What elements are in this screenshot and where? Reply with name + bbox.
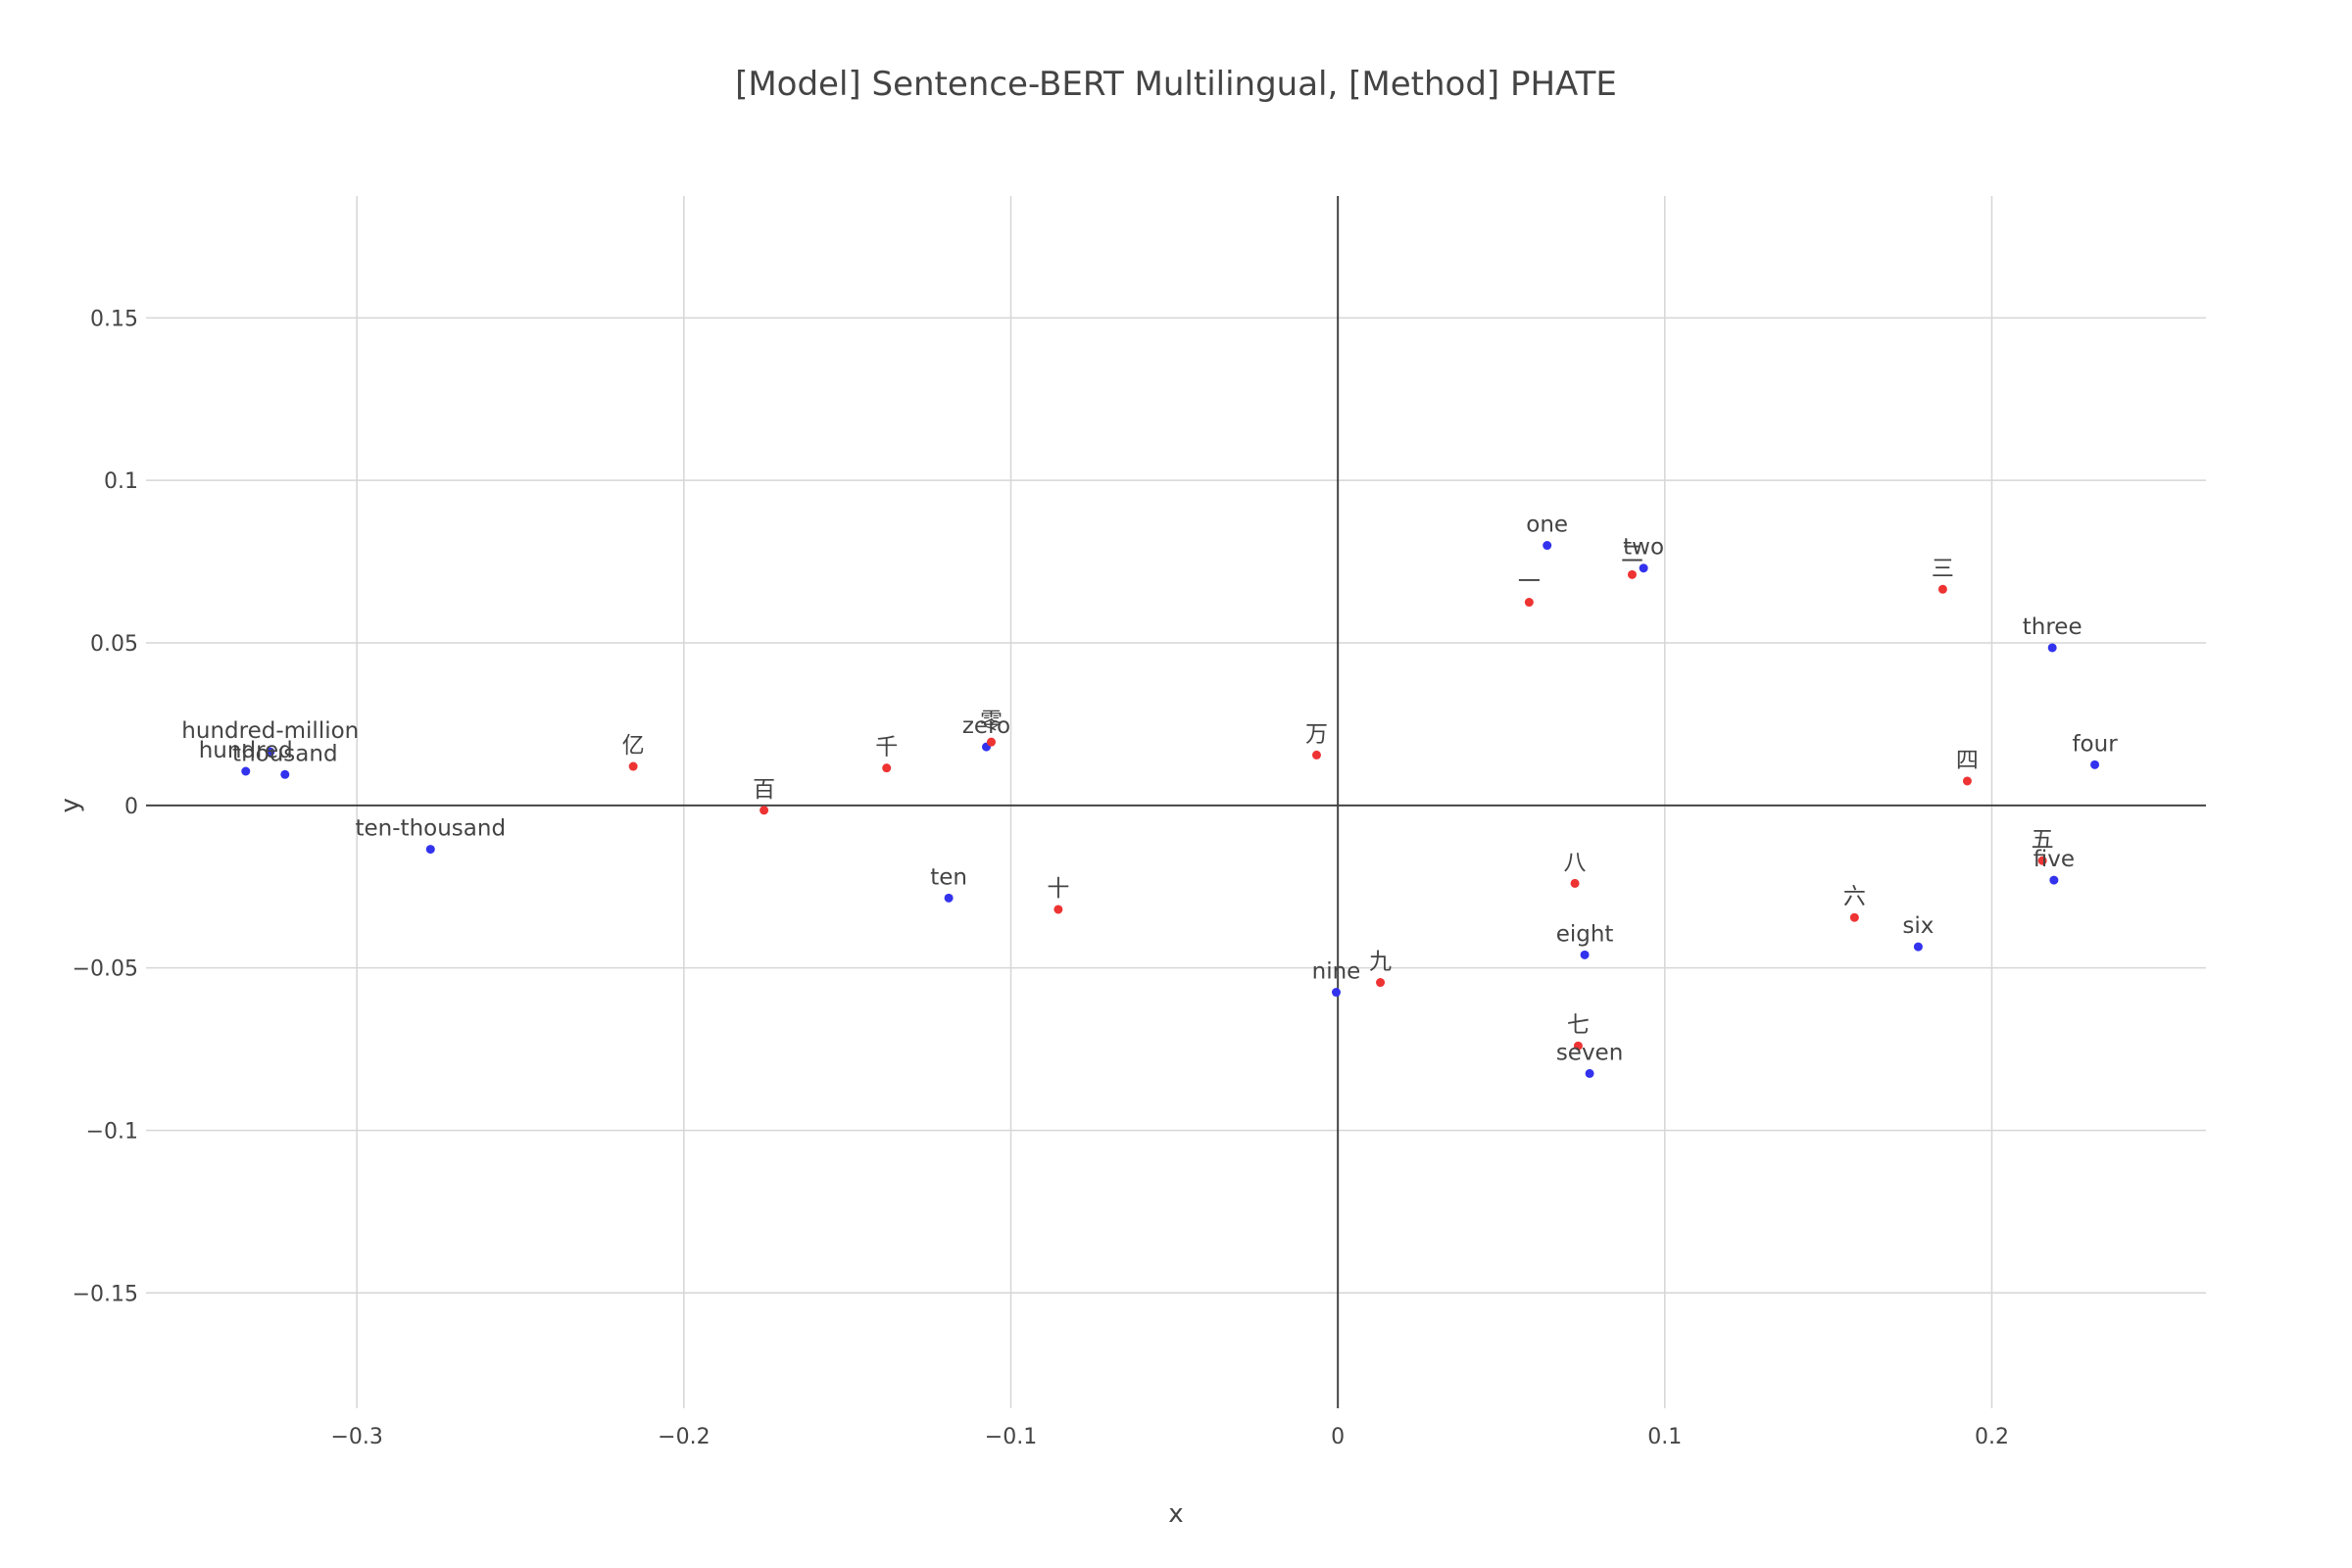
data-point xyxy=(1585,1068,1594,1078)
data-label: 十 xyxy=(1047,876,1069,902)
data-point xyxy=(1627,569,1637,579)
grid xyxy=(146,196,2206,1408)
data-point xyxy=(760,806,769,815)
data-point xyxy=(2037,856,2047,865)
data-point xyxy=(1331,988,1341,998)
data-label: six xyxy=(1902,913,1934,939)
data-label: two xyxy=(1623,535,1664,561)
tick-labels: −0.3 −0.2 −0.1 0 0.1 0.2 −0.15 −0.1 −0.05 0 0.05 0.… xyxy=(73,307,2009,1449)
data-point xyxy=(1937,584,1947,594)
y-tick-label: 0.15 xyxy=(90,307,138,331)
data-point xyxy=(1570,878,1580,888)
data-point xyxy=(986,737,996,747)
y-tick-label: −0.15 xyxy=(73,1282,138,1306)
data-label: three xyxy=(2023,614,2082,640)
data-point xyxy=(1376,978,1386,988)
data-point xyxy=(2047,643,2057,653)
y-tick-label: 0 xyxy=(124,795,138,819)
x-tick-label: 0.2 xyxy=(1975,1425,2009,1449)
data-label: 九 xyxy=(1369,950,1392,975)
data-label: five xyxy=(2034,847,2075,872)
data-label: 二 xyxy=(1621,541,1643,566)
x-axis-title: x xyxy=(1168,1499,1183,1529)
data-label: 八 xyxy=(1564,850,1587,875)
data-point xyxy=(1054,905,1063,914)
data-label: 五 xyxy=(2032,827,2054,853)
x-tick-label: 0.1 xyxy=(1647,1425,1682,1449)
data-point xyxy=(1962,776,1972,786)
data-label: seven xyxy=(1556,1040,1623,1065)
data-point xyxy=(882,763,892,773)
data-label: one xyxy=(1526,513,1568,538)
y-tick-label: −0.1 xyxy=(86,1119,138,1144)
x-tick-label: −0.2 xyxy=(658,1425,710,1449)
data-point xyxy=(1543,541,1552,551)
data-label: nine xyxy=(1312,959,1361,985)
y-axis-title: y xyxy=(56,798,85,812)
data-point xyxy=(1913,942,1923,952)
x-tick-label: −0.1 xyxy=(985,1425,1037,1449)
data-point xyxy=(1849,912,1859,922)
zero-lines xyxy=(146,196,2206,1408)
data-point xyxy=(1573,1041,1583,1051)
data-label: eight xyxy=(1556,921,1614,947)
data-label: ten xyxy=(930,864,967,890)
data-points xyxy=(241,541,2100,1078)
data-point xyxy=(628,761,638,771)
data-label: zero xyxy=(962,713,1010,739)
y-tick-label: 0.05 xyxy=(90,632,138,657)
data-label: 六 xyxy=(1843,884,1866,909)
chart-title: [Model] Sentence-BERT Multilingual, [Met… xyxy=(735,65,1617,104)
y-tick-label: −0.05 xyxy=(73,957,138,982)
data-label: hundred xyxy=(199,738,293,763)
data-label: 千 xyxy=(875,735,898,760)
data-point xyxy=(2049,875,2059,885)
data-label: 四 xyxy=(1956,748,1979,773)
data-point xyxy=(1580,950,1590,959)
data-point xyxy=(1639,564,1648,573)
data-label: 零 xyxy=(980,709,1003,734)
data-label: 万 xyxy=(1305,721,1328,747)
data-point xyxy=(1524,598,1534,608)
x-tick-label: 0 xyxy=(1331,1425,1345,1449)
data-label: hundred-million xyxy=(181,718,359,744)
data-point xyxy=(266,747,275,757)
data-point xyxy=(944,893,954,903)
point-labels: one two three four five six seven eight nine ten z… xyxy=(181,513,2118,1066)
data-label: 一 xyxy=(1518,569,1541,595)
data-label: 百 xyxy=(753,777,775,803)
data-label: 亿 xyxy=(622,733,645,759)
data-label: ten-thousand xyxy=(356,816,507,842)
data-label: four xyxy=(2072,731,2118,757)
data-point xyxy=(425,845,435,855)
data-label: 三 xyxy=(1932,556,1954,581)
data-label: thousand xyxy=(232,741,338,766)
data-point xyxy=(1311,750,1321,760)
y-tick-label: 0.1 xyxy=(104,469,138,494)
data-label: 七 xyxy=(1567,1012,1590,1038)
x-tick-label: −0.3 xyxy=(330,1425,382,1449)
data-point xyxy=(241,766,251,776)
data-point xyxy=(2090,760,2100,769)
data-point xyxy=(280,769,290,779)
